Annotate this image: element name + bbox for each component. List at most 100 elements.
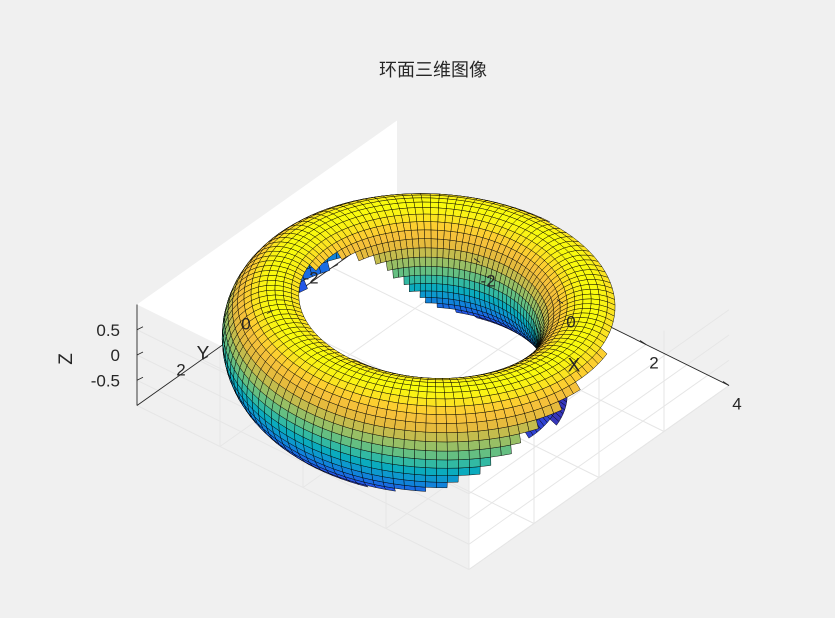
z-tick-label: 0 [111,346,120,365]
surface-patch [394,419,406,431]
surface-patch [449,231,458,242]
x-tick-mark [722,381,730,386]
surface-patch [425,405,437,415]
surface-patch [486,419,499,431]
surface-patch [582,298,592,305]
surface-patch [436,290,443,299]
surface-patch [416,404,427,415]
surface-patch [403,439,416,450]
surface-patch [469,271,476,282]
surface-patch [582,293,592,300]
surface-patch [450,222,459,233]
surface-patch [403,266,410,277]
surface-patch [445,406,457,415]
surface-patch [420,194,431,199]
surface-patch [414,274,421,284]
surface-patch [404,197,415,203]
surface-patch [418,247,426,258]
surface-patch [412,247,420,258]
surface-patch [458,277,465,288]
surface-patch [581,288,591,295]
surface-patch [418,385,428,393]
surface-patch [418,238,426,249]
x-tick-mark [473,258,481,263]
surface-patch [430,221,439,231]
surface-patch [229,341,237,356]
surface-patch [453,285,460,295]
surface-patch [444,214,454,224]
surface-patch [436,247,444,259]
surface-patch [477,429,490,441]
grid-line [468,334,730,520]
surface-patch [413,201,423,208]
surface-patch [468,440,480,451]
y-axis-label: Y [197,344,210,365]
surface-patch [403,275,410,286]
surface-patch [430,256,438,267]
surface-patch [465,413,477,424]
surface-patch [442,248,450,259]
surface-patch [403,465,415,475]
surface-patch [423,221,432,231]
surface-patch [444,222,453,232]
grid-line [136,379,470,545]
surface-patch [421,197,431,203]
surface-patch [442,283,449,293]
surface-patch [425,266,432,276]
surface-patch [458,458,470,469]
surface-patch [415,213,425,222]
surface-patch [436,303,444,309]
z-tick-mark [136,326,144,331]
surface-patch [425,441,437,452]
surface-patch [442,239,451,250]
surface-patch [479,456,492,467]
surface-patch [275,294,285,301]
y-tick-label: 0 [241,315,250,334]
surface-patch [426,391,437,400]
surface-patch [414,266,421,276]
surface-patch [397,395,409,405]
surface-patch [422,207,431,215]
surface-patch [424,229,432,239]
surface-patch [425,474,437,483]
surface-patch [451,215,461,225]
surface-patch [451,386,462,393]
surface-patch [467,430,480,442]
surface-patch [417,391,428,399]
surface-patch [421,201,431,208]
surface-patch [435,398,446,407]
surface-patch [436,297,444,304]
surface-patch [457,450,470,460]
surface-patch [442,266,449,277]
surface-patch [435,414,447,424]
surface-patch [414,283,421,292]
surface-patch [419,274,426,284]
surface-patch [447,267,454,278]
surface-patch [589,288,600,295]
surface-patch [436,475,448,483]
surface-patch [442,297,449,305]
surface-patch [448,239,457,251]
surface-patch [468,280,475,291]
surface-patch [430,213,439,223]
surface-patch [466,421,479,433]
surface-patch [424,238,432,249]
y-tick-label: -2 [303,269,318,288]
surface-patch [437,229,445,240]
surface-patch [266,280,276,286]
surface-patch [435,392,446,400]
surface-patch [425,431,437,443]
surface-patch [473,403,486,414]
surface-patch [463,278,470,289]
surface-patch [436,266,443,277]
surface-patch [581,308,591,314]
chart-title: 环面三维图像 [379,60,487,81]
x-tick-label: 0 [566,313,575,332]
surface-patch [475,411,487,423]
surface-patch [430,207,439,215]
surface-patch [464,404,476,415]
surface-patch [393,428,406,440]
surface-patch [443,386,454,393]
surface-patch [403,457,415,468]
